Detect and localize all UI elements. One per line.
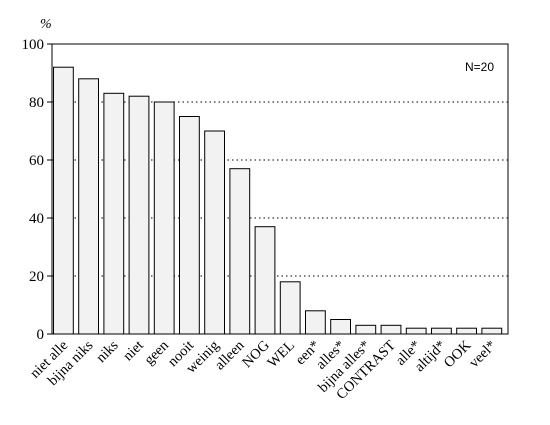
y-axis: 0 20 40 60 80 100 bbox=[22, 37, 52, 343]
bar-wel bbox=[279, 281, 301, 335]
bar-bijna-alles bbox=[355, 324, 377, 335]
plot-frame bbox=[51, 43, 509, 335]
y-tick-label: 20 bbox=[29, 269, 44, 285]
bar-bijna-niks bbox=[78, 78, 99, 335]
bar-nog bbox=[254, 226, 276, 335]
y-tick-label: 40 bbox=[29, 211, 44, 227]
bars bbox=[53, 66, 503, 335]
bar-contrast bbox=[380, 324, 402, 335]
bar-nooit bbox=[179, 116, 200, 335]
bar-niks bbox=[103, 92, 125, 335]
x-category-label: niks bbox=[93, 337, 122, 366]
y-tick-label: 80 bbox=[29, 95, 44, 111]
bar-ook bbox=[456, 327, 478, 335]
x-category-label: veel* bbox=[466, 338, 500, 372]
x-category-label: OOK bbox=[441, 337, 475, 371]
y-tick-label: 100 bbox=[22, 37, 45, 53]
bar-veel bbox=[481, 327, 503, 335]
y-tick-label: 0 bbox=[37, 327, 45, 343]
bar-weinig bbox=[204, 130, 225, 335]
x-category-label: niet bbox=[120, 338, 147, 365]
bar-een bbox=[305, 310, 326, 335]
x-category-label: NOG bbox=[239, 337, 273, 371]
bar-niet bbox=[128, 95, 150, 335]
bar-alleen bbox=[229, 168, 251, 335]
sample-size-annotation: N=20 bbox=[465, 60, 494, 74]
bar-geen bbox=[153, 101, 175, 335]
y-tick-label: 60 bbox=[29, 153, 44, 169]
bar-altijd bbox=[431, 327, 452, 335]
x-category-label: WEL bbox=[265, 338, 299, 372]
x-category-label: geen bbox=[141, 337, 172, 368]
bar-niet-alle bbox=[53, 66, 74, 335]
bar-alle bbox=[405, 327, 427, 335]
bar-alles bbox=[330, 319, 352, 335]
y-unit-label: % bbox=[40, 17, 52, 32]
